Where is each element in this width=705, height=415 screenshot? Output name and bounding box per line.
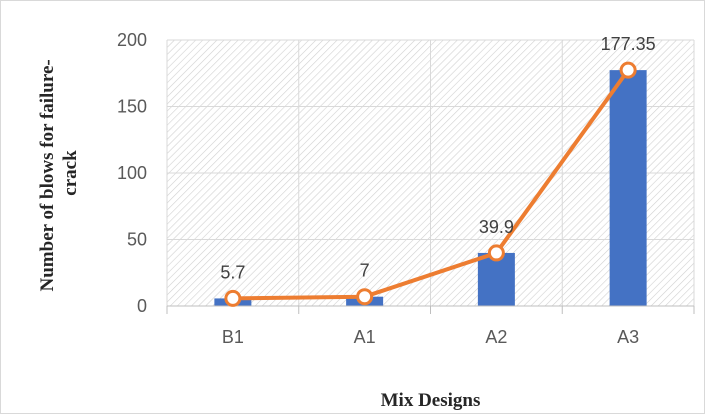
y-axis-title-line-2: crack (60, 150, 81, 196)
y-tick-label: 150 (117, 97, 147, 117)
line-marker-a2 (487, 244, 505, 262)
x-tick-label-a2: A2 (485, 327, 507, 347)
y-tick-label: 50 (127, 230, 147, 250)
data-label-a1: 7 (360, 261, 370, 281)
data-label-a2: 39.9 (479, 217, 514, 237)
data-label-b1: 5.7 (220, 262, 245, 282)
label-layer: 0 50 100 150 200 B1 A1 A2 A3 5.7 7 39.9 177.35 (117, 30, 656, 347)
axis-layer (166, 305, 695, 314)
y-axis-title: Number of blows for failure- crack (37, 55, 81, 292)
bar-a3 (609, 70, 647, 306)
y-tick-label: 0 (137, 296, 147, 316)
line-marker-a1 (356, 288, 374, 306)
grid-layer (166, 39, 695, 306)
y-tick-label: 200 (117, 30, 147, 50)
x-tick-label-b1: B1 (222, 327, 244, 347)
bar-a2 (477, 252, 515, 306)
line-marker-b1 (224, 289, 242, 307)
y-axis-title-line-1: Number of blows for failure- (37, 59, 58, 291)
x-tick-label-a3: A3 (617, 327, 639, 347)
line-layer (224, 61, 637, 307)
x-axis-title: Mix Designs (381, 390, 481, 411)
data-label-a3: 177.35 (601, 34, 656, 54)
series-line (232, 68, 630, 301)
line-marker-a3 (619, 61, 637, 79)
x-tick-label-a1: A1 (354, 327, 376, 347)
y-tick-label: 100 (117, 163, 147, 183)
